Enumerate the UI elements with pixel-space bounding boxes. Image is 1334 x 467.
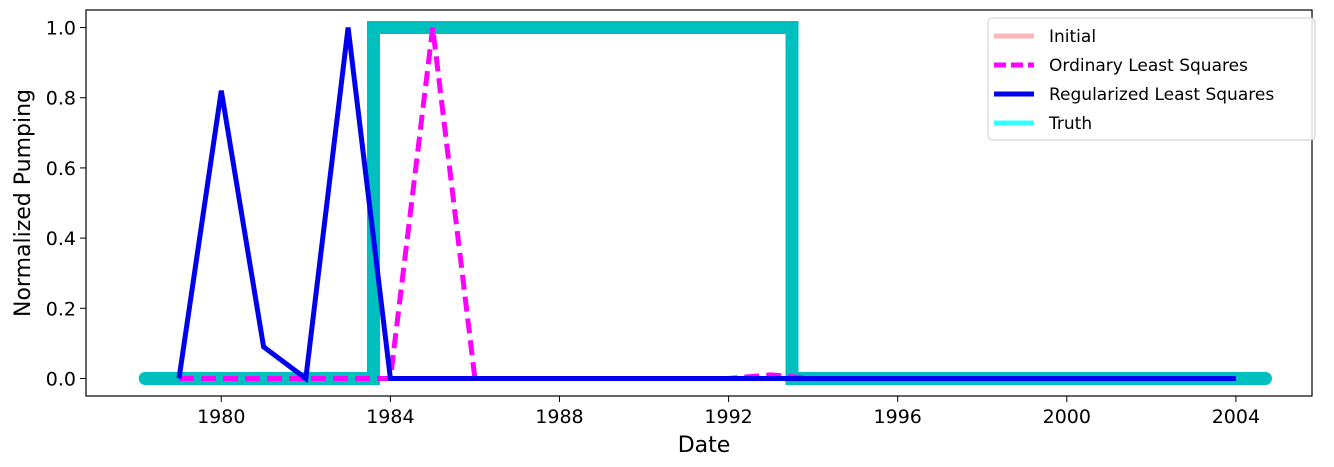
x-tick-label: 1984 [366, 406, 414, 428]
y-tick-label: 0.2 [46, 298, 76, 320]
legend: Initial Ordinary Least Squares Regularized… [987, 17, 1316, 141]
legend-label: Truth [1048, 114, 1092, 134]
legend-label: Regularized Least Squares [1049, 85, 1274, 105]
x-tick-label: 1992 [704, 406, 752, 428]
y-tick-label: 0.4 [46, 228, 76, 250]
legend-box [987, 17, 1316, 141]
legend-label: Ordinary Least Squares [1049, 56, 1248, 76]
x-tick-label: 1980 [197, 406, 245, 428]
x-tick-label: 1996 [874, 406, 922, 428]
x-axis-label: Date [678, 433, 731, 458]
x-tick-label: 1988 [535, 406, 583, 428]
y-tick-label: 0.8 [46, 88, 76, 110]
series-layer [138, 21, 1272, 385]
legend-label: Initial [1049, 27, 1096, 47]
y-tick-label: 0.6 [46, 158, 76, 180]
series-line-regularized-least-squares [176, 27, 1236, 384]
y-tick-label: 0.0 [46, 368, 76, 390]
y-tick-label: 1.0 [46, 18, 76, 40]
x-axis: 1980 1984 1988 1992 1996 2000 2004 [197, 396, 1260, 428]
y-axis-label: Normalized Pumping [11, 89, 36, 317]
plot-frame [85, 9, 1313, 397]
x-tick-label: 2004 [1212, 406, 1260, 428]
x-tick-label: 2000 [1043, 406, 1091, 428]
y-axis: 0.0 0.2 0.4 0.6 0.8 1.0 [46, 18, 86, 390]
